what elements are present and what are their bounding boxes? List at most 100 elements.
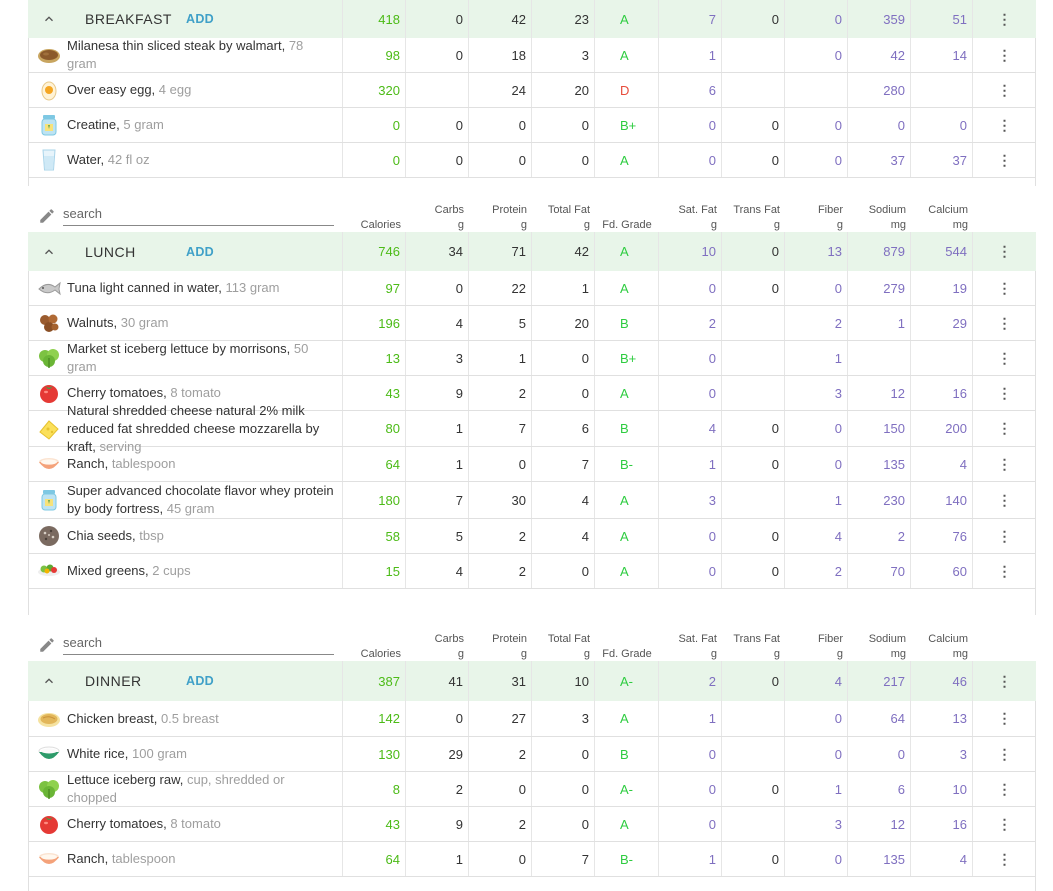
food-name-cell[interactable]: Milanesa thin sliced steak by walmart, 7…: [28, 38, 343, 72]
search-input[interactable]: [63, 206, 323, 221]
food-name-cell[interactable]: Natural shredded cheese natural 2% milk …: [28, 403, 343, 454]
more-options-icon[interactable]: ⋮: [997, 81, 1012, 98]
more-options-icon[interactable]: ⋮: [997, 850, 1012, 867]
food-amount: 8 tomato: [170, 816, 221, 831]
more-options-icon[interactable]: ⋮: [997, 815, 1012, 832]
food-name-cell[interactable]: White rice, 100 gram: [28, 737, 343, 771]
header-sat-fat: Sat. Fat g: [659, 186, 722, 232]
food-name-cell[interactable]: Cherry tomatoes, 8 tomato: [28, 807, 343, 841]
food-row[interactable]: Super advanced chocolate flavor whey pro…: [28, 482, 1036, 519]
search-field[interactable]: [38, 633, 334, 655]
add-food-button[interactable]: ADD: [186, 674, 214, 688]
total-fat-cell: 3: [532, 38, 595, 72]
add-food-button[interactable]: ADD: [186, 12, 214, 26]
food-row[interactable]: Water, 42 fl oz 0 0 0 0 A 0 0 0 37 37 ⋮: [28, 143, 1036, 178]
header-unit: g: [710, 219, 717, 231]
chevron-up-icon[interactable]: [42, 661, 56, 701]
more-options-icon[interactable]: ⋮: [997, 384, 1012, 401]
more-options-icon[interactable]: ⋮: [997, 420, 1012, 436]
food-row[interactable]: Chia seeds, tbsp 58 5 2 4 A 0 0 4 2 76 ⋮: [28, 519, 1036, 554]
more-options-icon[interactable]: ⋮: [997, 710, 1012, 726]
food-row[interactable]: Cherry tomatoes, 8 tomato 43 9 2 0 A 0 3 12 16 ⋮: [28, 807, 1036, 842]
more-options-icon[interactable]: ⋮: [997, 151, 1012, 168]
chevron-up-icon[interactable]: [42, 232, 56, 271]
food-name-cell[interactable]: Chicken breast, 0.5 breast: [28, 701, 343, 736]
sodium-cell: 70: [848, 554, 911, 588]
fiber-cell: 2: [785, 554, 848, 588]
more-options-icon[interactable]: ⋮: [997, 780, 1012, 797]
trans-fat-cell: 0: [722, 772, 785, 806]
food-row[interactable]: Market st iceberg lettuce by morrisons, …: [28, 341, 1036, 376]
more-options-icon[interactable]: ⋮: [997, 527, 1012, 544]
food-amount: tbsp: [139, 528, 164, 543]
more-options-icon[interactable]: ⋮: [997, 745, 1012, 762]
total-fat-cell: 4: [532, 519, 595, 553]
food-row[interactable]: Chicken breast, 0.5 breast 142 0 27 3 A 1 0 64 13…: [28, 701, 1036, 737]
food-name-cell[interactable]: Tuna light canned in water, 113 gram: [28, 271, 343, 305]
search-input[interactable]: [63, 635, 323, 650]
calories-cell: 387: [343, 661, 406, 701]
separator: ,: [145, 563, 153, 578]
food-name-cell[interactable]: Chia seeds, tbsp: [28, 519, 343, 553]
header-calories: Calories: [343, 615, 406, 661]
header-label: Fd. Grade: [602, 648, 652, 660]
more-options-icon[interactable]: ⋮: [997, 46, 1012, 63]
food-row[interactable]: White rice, 100 gram 130 29 2 0 B 0 0 0 3 ⋮: [28, 737, 1036, 772]
chevron-up-icon[interactable]: [42, 0, 56, 38]
food-row[interactable]: Natural shredded cheese natural 2% milk …: [28, 403, 1036, 454]
food-row[interactable]: Tuna light canned in water, 113 gram 97 0 2…: [28, 271, 1036, 306]
food-row[interactable]: Over easy egg, 4 egg 320 24 20 D 6 280 ⋮: [28, 73, 1036, 108]
food-name-cell[interactable]: Super advanced chocolate flavor whey pro…: [28, 482, 343, 518]
food-name-cell[interactable]: Lettuce iceberg raw, cup, shredded or ch…: [28, 772, 343, 806]
food-row[interactable]: Creatine, 5 gram 0 0 0 0 B+ 0 0 0 0 0 ⋮: [28, 108, 1036, 143]
calories-cell: 418: [343, 0, 406, 38]
food-name-cell[interactable]: Over easy egg, 4 egg: [28, 73, 343, 107]
fiber-cell: 0: [785, 38, 848, 72]
pencil-icon: [38, 207, 56, 228]
more-options-icon[interactable]: ⋮: [997, 562, 1012, 579]
food-row[interactable]: Cherry tomatoes, 8 tomato 43 9 2 0 A 0 3 12 16 ⋮: [28, 376, 1036, 411]
food-name-cell[interactable]: Creatine, 5 gram: [28, 108, 343, 142]
food-label: Ranch, tablespoon: [67, 850, 175, 868]
food-name-cell[interactable]: Water, 42 fl oz: [28, 143, 343, 177]
food-row[interactable]: Ranch, tablespoon 64 1 0 7 B- 1 0 0 135 4 ⋮: [28, 842, 1036, 877]
food-amount: 113 gram: [225, 280, 280, 295]
food-name-cell[interactable]: Walnuts, 30 gram: [28, 306, 343, 340]
food-name: Milanesa thin sliced steak by walmart: [67, 38, 282, 53]
more-options-icon[interactable]: ⋮: [997, 491, 1012, 508]
food-name-cell[interactable]: Ranch, tablespoon: [28, 842, 343, 876]
calcium-cell: 13: [911, 701, 973, 736]
more-options-icon[interactable]: ⋮: [997, 455, 1012, 472]
food-row[interactable]: Ranch, tablespoon 64 1 0 7 B- 1 0 0 135 4 ⋮: [28, 447, 1036, 482]
more-options-icon[interactable]: ⋮: [997, 349, 1012, 366]
add-food-button[interactable]: ADD: [186, 244, 214, 259]
carbs-cell: 9: [406, 376, 469, 410]
more-options-icon[interactable]: ⋮: [997, 672, 1012, 689]
food-row[interactable]: Milanesa thin sliced steak by walmart, 7…: [28, 38, 1036, 73]
more-options-icon[interactable]: ⋮: [997, 243, 1012, 259]
separator: ,: [179, 772, 187, 787]
food-amount: 5 gram: [123, 117, 164, 132]
sodium-cell: 2: [848, 519, 911, 553]
food-name-cell[interactable]: Ranch, tablespoon: [28, 447, 343, 481]
more-options-icon[interactable]: ⋮: [997, 10, 1012, 27]
food-row[interactable]: Mixed greens, 2 cups 15 4 2 0 A 0 0 2 70 60 ⋮: [28, 554, 1036, 589]
calories-cell: 142: [343, 701, 406, 736]
search-field[interactable]: [38, 204, 334, 226]
food-row[interactable]: Walnuts, 30 gram 196 4 5 20 B 2 2 1 29 ⋮: [28, 306, 1036, 341]
salad-icon: [37, 559, 61, 583]
food-name-cell[interactable]: Mixed greens, 2 cups: [28, 554, 343, 588]
separator: ,: [163, 816, 171, 831]
lettuce-icon: [37, 777, 61, 801]
more-options-icon[interactable]: ⋮: [997, 116, 1012, 133]
food-name-cell[interactable]: Cherry tomatoes, 8 tomato: [28, 376, 343, 410]
food-row[interactable]: Lettuce iceberg raw, cup, shredded or ch…: [28, 772, 1036, 807]
food-name: Lettuce iceberg raw: [67, 772, 180, 787]
food-name: Ranch: [67, 456, 105, 471]
more-options-icon[interactable]: ⋮: [997, 279, 1012, 296]
food-name-cell[interactable]: Market st iceberg lettuce by morrisons, …: [28, 341, 343, 375]
food-name: Mixed greens: [67, 563, 146, 578]
protein-cell: 71: [469, 232, 532, 271]
more-options-icon[interactable]: ⋮: [997, 314, 1012, 331]
meal-title-cell: LUNCH ADD: [28, 232, 343, 271]
